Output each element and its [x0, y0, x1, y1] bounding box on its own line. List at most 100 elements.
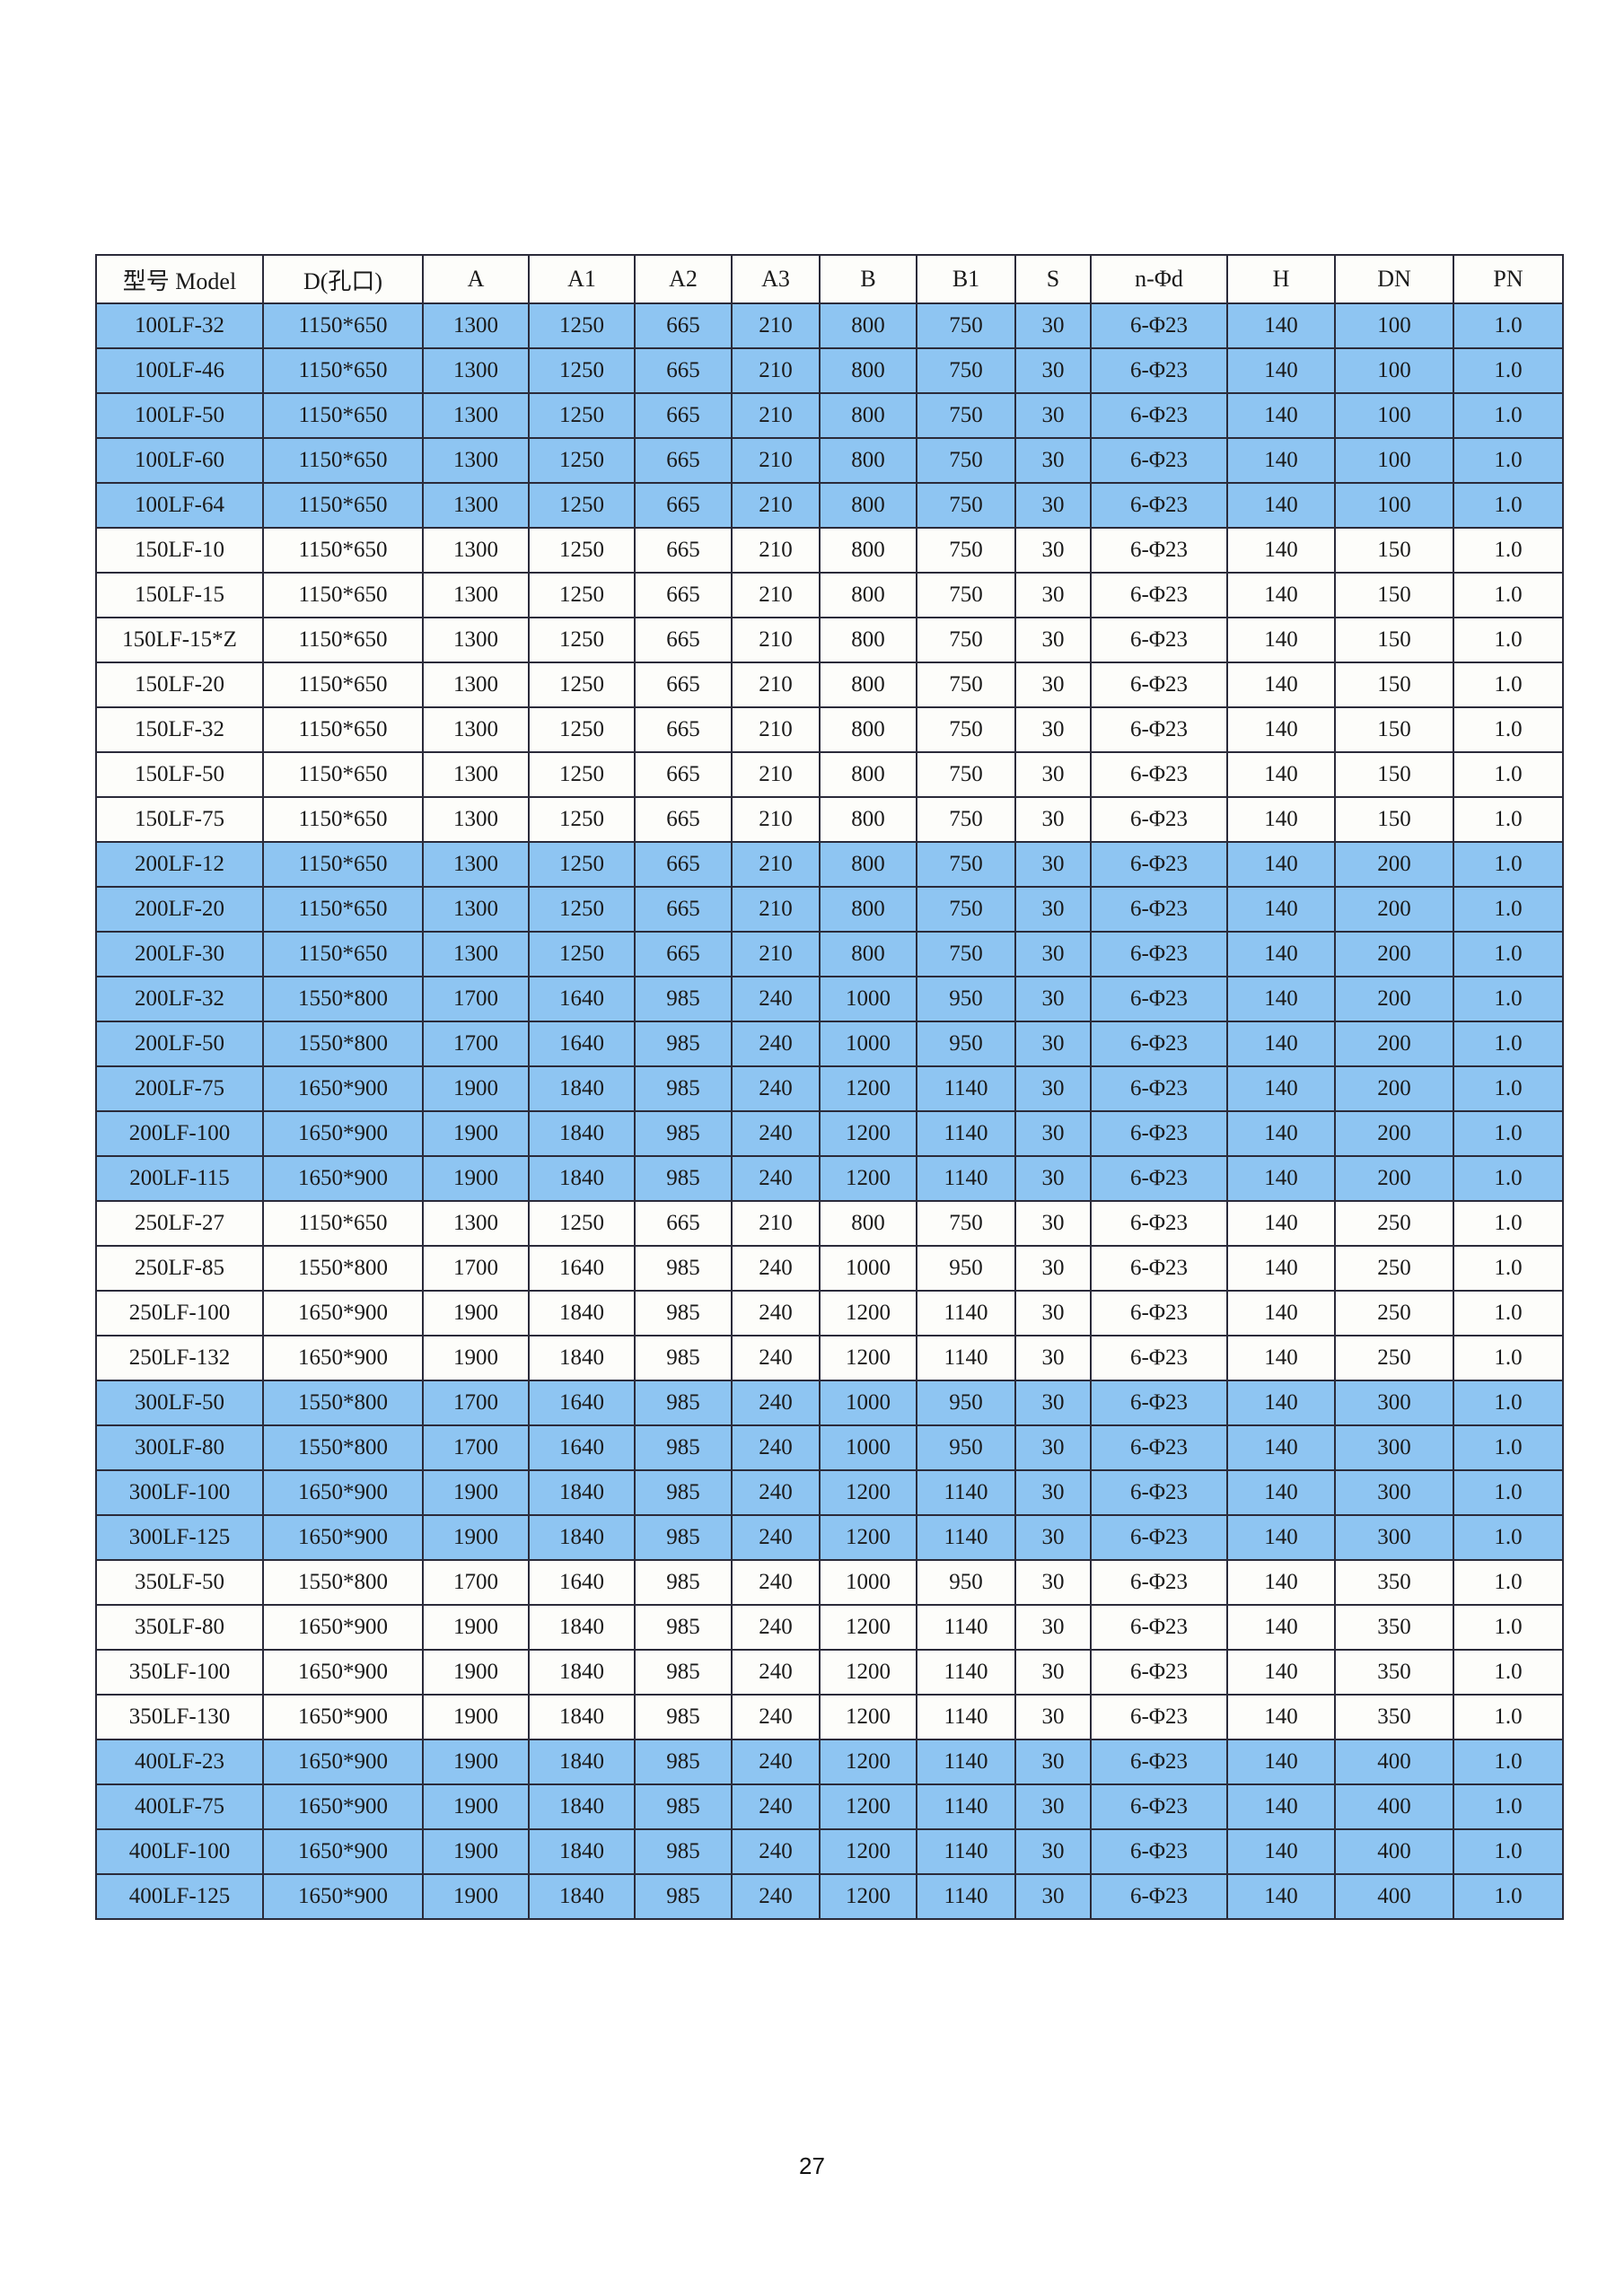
cell-value: 1140: [916, 1335, 1016, 1381]
cell-value: 30: [1014, 1604, 1092, 1651]
cell-value: 210: [731, 706, 821, 753]
cell-value: 1640: [528, 1245, 636, 1292]
cell-value: 1900: [422, 1828, 530, 1875]
cell-value: 400: [1334, 1828, 1454, 1875]
cell-value: 140: [1226, 1200, 1336, 1247]
cell-value: 1900: [422, 1873, 530, 1920]
cell-value: 750: [916, 662, 1016, 708]
cell-value: 140: [1226, 886, 1336, 933]
cell-value: 300: [1334, 1514, 1454, 1561]
table-row: 250LF-100 1650*900 1900 1840 985 240 1200 1140 3…: [95, 1290, 1564, 1336]
cell-value: 665: [634, 527, 733, 574]
cell-value: 6-Φ23: [1090, 1290, 1228, 1336]
cell-value: 6-Φ23: [1090, 751, 1228, 798]
cell-value: 210: [731, 527, 821, 574]
cell-value: 210: [731, 482, 821, 529]
cell-value: 1.0: [1453, 931, 1564, 977]
cell-value: 1140: [916, 1694, 1016, 1740]
cell-value: 140: [1226, 976, 1336, 1022]
cell-value: 1650*900: [262, 1155, 424, 1202]
column-header-a1: A1: [528, 254, 636, 304]
cell-value: 1200: [819, 1739, 917, 1785]
cell-value: 750: [916, 751, 1016, 798]
cell-value: 665: [634, 347, 733, 394]
cell-value: 30: [1014, 976, 1092, 1022]
cell-value: 140: [1226, 841, 1336, 888]
column-header-a3: A3: [731, 254, 821, 304]
column-header-a2: A2: [634, 254, 733, 304]
table-row: 250LF-27 1150*650 1300 1250 665 210 800 750 30 6-…: [95, 1200, 1564, 1247]
cell-value: 1200: [819, 1873, 917, 1920]
cell-value: 100: [1334, 437, 1454, 484]
cell-value: 1.0: [1453, 482, 1564, 529]
cell-value: 1200: [819, 1828, 917, 1875]
cell-value: 210: [731, 572, 821, 618]
cell-value: 140: [1226, 751, 1336, 798]
cell-value: 985: [634, 1065, 733, 1112]
cell-value: 150: [1334, 751, 1454, 798]
cell-value: 1650*900: [262, 1290, 424, 1336]
cell-value: 140: [1226, 1694, 1336, 1740]
cell-model: 100LF-50: [95, 392, 264, 439]
cell-value: 1150*650: [262, 796, 424, 843]
cell-value: 300: [1334, 1469, 1454, 1516]
cell-value: 800: [819, 931, 917, 977]
cell-value: 1140: [916, 1739, 1016, 1785]
cell-value: 6-Φ23: [1090, 1739, 1228, 1785]
cell-value: 1840: [528, 1649, 636, 1696]
cell-value: 1140: [916, 1110, 1016, 1157]
table-header-row: 型号 Model D(孔口) A A1 A2 A3 B B1 S n-Φd H …: [95, 254, 1564, 304]
cell-value: 1840: [528, 1155, 636, 1202]
table-row: 200LF-32 1550*800 1700 1640 985 240 1000 950 30 6…: [95, 976, 1564, 1022]
cell-value: 400: [1334, 1739, 1454, 1785]
cell-value: 200: [1334, 976, 1454, 1022]
cell-value: 210: [731, 437, 821, 484]
cell-value: 6-Φ23: [1090, 1110, 1228, 1157]
column-header-s: S: [1014, 254, 1092, 304]
cell-value: 30: [1014, 617, 1092, 663]
cell-value: 1150*650: [262, 886, 424, 933]
cell-value: 1200: [819, 1155, 917, 1202]
cell-value: 1.0: [1453, 1200, 1564, 1247]
cell-value: 6-Φ23: [1090, 482, 1228, 529]
cell-value: 140: [1226, 796, 1336, 843]
cell-value: 6-Φ23: [1090, 302, 1228, 349]
cell-value: 1140: [916, 1649, 1016, 1696]
cell-value: 1250: [528, 1200, 636, 1247]
cell-value: 800: [819, 796, 917, 843]
cell-model: 150LF-50: [95, 751, 264, 798]
cell-value: 140: [1226, 662, 1336, 708]
cell-value: 1200: [819, 1783, 917, 1830]
cell-value: 210: [731, 662, 821, 708]
cell-value: 240: [731, 1559, 821, 1606]
table-row: 100LF-50 1150*650 1300 1250 665 210 800 750 30 6-…: [95, 392, 1564, 439]
cell-value: 1840: [528, 1335, 636, 1381]
cell-value: 665: [634, 437, 733, 484]
cell-value: 350: [1334, 1694, 1454, 1740]
cell-value: 1700: [422, 976, 530, 1022]
cell-value: 6-Φ23: [1090, 706, 1228, 753]
cell-value: 6-Φ23: [1090, 1065, 1228, 1112]
cell-value: 665: [634, 617, 733, 663]
cell-value: 1640: [528, 976, 636, 1022]
cell-value: 30: [1014, 1469, 1092, 1516]
cell-value: 1900: [422, 1290, 530, 1336]
cell-value: 6-Φ23: [1090, 1469, 1228, 1516]
cell-value: 800: [819, 751, 917, 798]
cell-value: 200: [1334, 841, 1454, 888]
cell-value: 985: [634, 1739, 733, 1785]
page-number: 27: [799, 2152, 825, 2179]
cell-value: 985: [634, 1828, 733, 1875]
cell-value: 6-Φ23: [1090, 931, 1228, 977]
cell-value: 1300: [422, 302, 530, 349]
cell-value: 30: [1014, 572, 1092, 618]
cell-value: 1300: [422, 572, 530, 618]
cell-value: 1300: [422, 437, 530, 484]
cell-value: 1300: [422, 527, 530, 574]
table-row: 200LF-20 1150*650 1300 1250 665 210 800 750 30 6-…: [95, 886, 1564, 933]
cell-value: 1200: [819, 1649, 917, 1696]
cell-value: 1700: [422, 1380, 530, 1426]
cell-value: 1.0: [1453, 662, 1564, 708]
cell-value: 140: [1226, 1559, 1336, 1606]
